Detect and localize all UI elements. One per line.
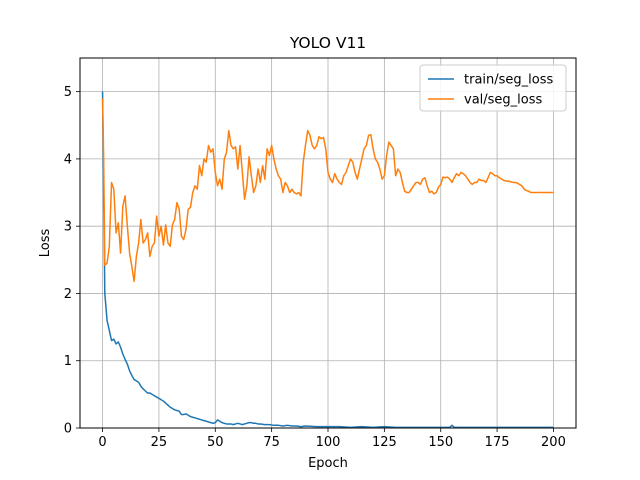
x-tick-label: 0 [98, 435, 106, 450]
y-tick-label: 5 [64, 85, 72, 100]
legend-box [419, 64, 567, 112]
x-tick-label: 175 [485, 435, 510, 450]
x-tick-label: 75 [263, 435, 280, 450]
x-tick-label: 50 [207, 435, 224, 450]
y-axis-title: Loss [38, 229, 53, 258]
y-tick-label: 4 [64, 152, 72, 167]
x-tick-label: 100 [316, 435, 341, 450]
series-lines [101, 91, 554, 429]
y-tick-label: 0 [64, 422, 72, 437]
series-line-val-seg-loss [101, 98, 554, 283]
axis-ticks: 0 25 50 75 100 125 150 175 200 0 1 2 3 4 5 [64, 85, 566, 450]
legend-label: val/seg_loss [464, 93, 543, 108]
legend: train/seg_loss val/seg_loss [419, 64, 567, 112]
x-tick-label: 150 [428, 435, 453, 450]
y-tick-label: 3 [64, 220, 72, 235]
x-axis-title: Epoch [308, 456, 348, 471]
x-tick-label: 25 [151, 435, 168, 450]
x-tick-label: 200 [541, 435, 566, 450]
chart-title: YOLO V11 [289, 34, 366, 52]
y-tick-label: 1 [64, 354, 72, 369]
x-tick-label: 125 [372, 435, 397, 450]
legend-label: train/seg_loss [464, 73, 554, 88]
y-tick-label: 2 [64, 287, 72, 302]
series-line-train-seg-loss [101, 91, 554, 429]
